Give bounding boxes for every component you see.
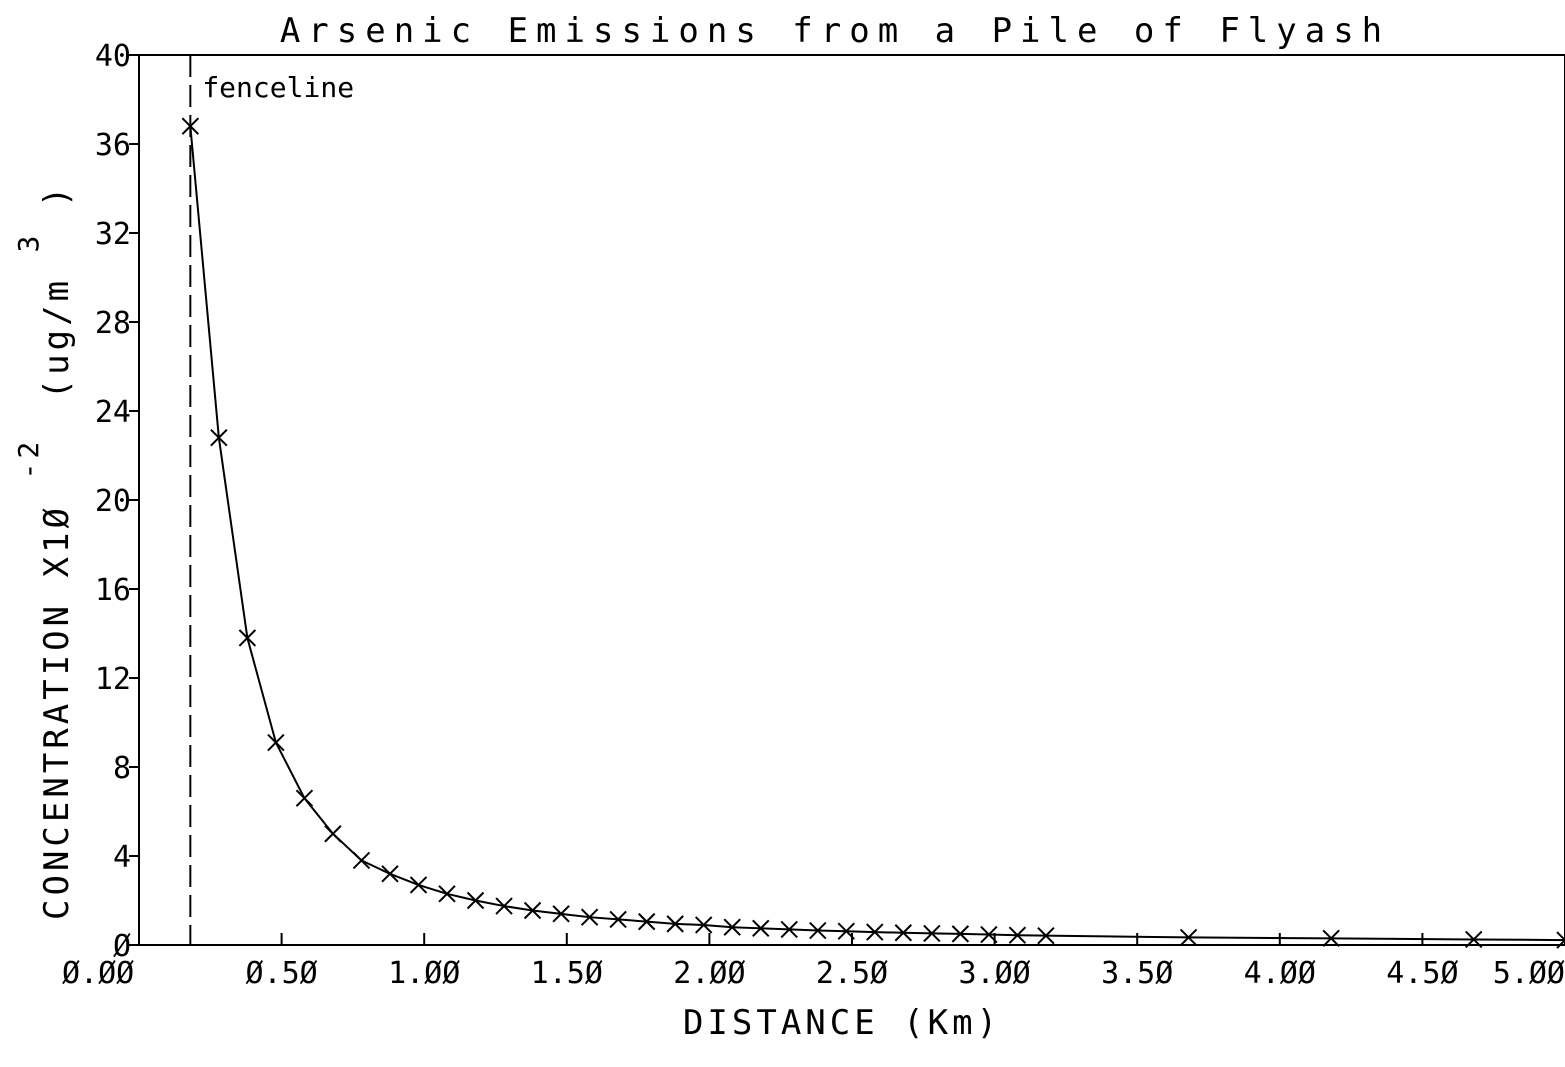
data-point bbox=[1037, 926, 1055, 945]
y-tick-label: 36 bbox=[95, 128, 131, 163]
svg-text:CONCENTRATION X1Ø -2: CONCENTRATION X1Ø -2 (ug/m 3 ) bbox=[7, 183, 77, 920]
data-point bbox=[210, 428, 228, 447]
data-point bbox=[352, 851, 371, 870]
data-point bbox=[409, 876, 428, 894]
x-tick-label: Ø.5Ø bbox=[245, 956, 317, 991]
data-point bbox=[495, 897, 513, 915]
data-point bbox=[381, 865, 399, 883]
series-points bbox=[181, 117, 1565, 949]
fenceline-label: fenceline bbox=[202, 71, 354, 104]
y-axis-label-exponent: -2 bbox=[12, 438, 45, 480]
data-point bbox=[181, 117, 200, 135]
y-tick-label: 40 bbox=[95, 39, 131, 74]
data-point bbox=[637, 912, 656, 931]
y-tick-label: 32 bbox=[95, 217, 131, 252]
data-point bbox=[666, 915, 684, 933]
data-point bbox=[809, 921, 827, 940]
x-tick-label: 5.ØØ bbox=[1493, 956, 1565, 991]
data-point bbox=[1465, 930, 1483, 949]
data-point bbox=[267, 733, 285, 752]
y-axis-ticks: Ø 4 8 12 16 20 24 28 32 36 40 bbox=[95, 39, 139, 964]
data-point bbox=[1008, 926, 1027, 944]
data-point bbox=[752, 919, 770, 938]
data-point bbox=[609, 910, 627, 929]
data-point bbox=[552, 905, 570, 923]
data-point bbox=[466, 891, 485, 910]
y-axis-label-unit-close: ) bbox=[37, 183, 77, 207]
series-line bbox=[189, 126, 1565, 942]
x-tick-label: 4.5Ø bbox=[1386, 956, 1458, 991]
data-point bbox=[1322, 929, 1340, 948]
data-point bbox=[580, 908, 599, 926]
data-point bbox=[980, 925, 998, 944]
y-tick-label: 4 bbox=[113, 840, 131, 875]
y-tick-label: 20 bbox=[95, 484, 131, 519]
data-point bbox=[837, 922, 856, 940]
y-axis-label-unit-exponent: 3 bbox=[12, 232, 45, 253]
x-tick-label: 1.ØØ bbox=[388, 956, 460, 991]
y-tick-label: 8 bbox=[113, 751, 131, 786]
data-point bbox=[694, 916, 713, 934]
x-axis-label: DISTANCE (Km) bbox=[683, 1003, 1001, 1043]
x-tick-label: 4.ØØ bbox=[1244, 956, 1316, 991]
y-axis-label: CONCENTRATION X1Ø -2 (ug/m 3 ) bbox=[7, 183, 77, 920]
data-point bbox=[866, 923, 884, 941]
x-tick-label: 2.5Ø bbox=[816, 956, 888, 991]
x-tick-label: 3.5Ø bbox=[1101, 956, 1173, 991]
x-tick-label: 1.5Ø bbox=[531, 956, 603, 991]
x-tick-label: 2.ØØ bbox=[673, 956, 745, 991]
y-axis-label-unit: (ug/m bbox=[37, 277, 77, 399]
x-tick-label: Ø.ØØ bbox=[62, 956, 134, 991]
y-tick-label: 12 bbox=[95, 662, 131, 697]
y-tick-label: 24 bbox=[95, 395, 131, 430]
chart-title: Arsenic Emissions from a Pile of Flyash bbox=[280, 11, 1390, 51]
x-tick-label: 3.ØØ bbox=[958, 956, 1030, 991]
data-point bbox=[894, 924, 913, 942]
x-axis-ticks: Ø.ØØ Ø.5Ø 1.ØØ 1.5Ø 2.ØØ 2.5Ø 3.ØØ 3.5Ø 4.ØØ 4.5Ø… bbox=[62, 933, 1565, 991]
data-point bbox=[438, 885, 456, 903]
y-tick-label: 28 bbox=[95, 306, 131, 341]
data-point bbox=[238, 629, 257, 647]
data-point bbox=[324, 825, 342, 843]
data-point bbox=[1556, 931, 1565, 949]
data-point bbox=[523, 901, 542, 920]
data-point bbox=[951, 925, 970, 943]
data-point bbox=[723, 918, 741, 936]
data-point bbox=[780, 920, 798, 939]
y-tick-label: Ø bbox=[113, 929, 131, 964]
data-point bbox=[1179, 928, 1198, 947]
y-tick-label: 16 bbox=[95, 573, 131, 608]
plot-frame bbox=[138, 54, 1565, 946]
data-point bbox=[295, 789, 314, 807]
data-point bbox=[923, 924, 941, 943]
y-axis-label-main: CONCENTRATION X1Ø bbox=[37, 504, 77, 920]
